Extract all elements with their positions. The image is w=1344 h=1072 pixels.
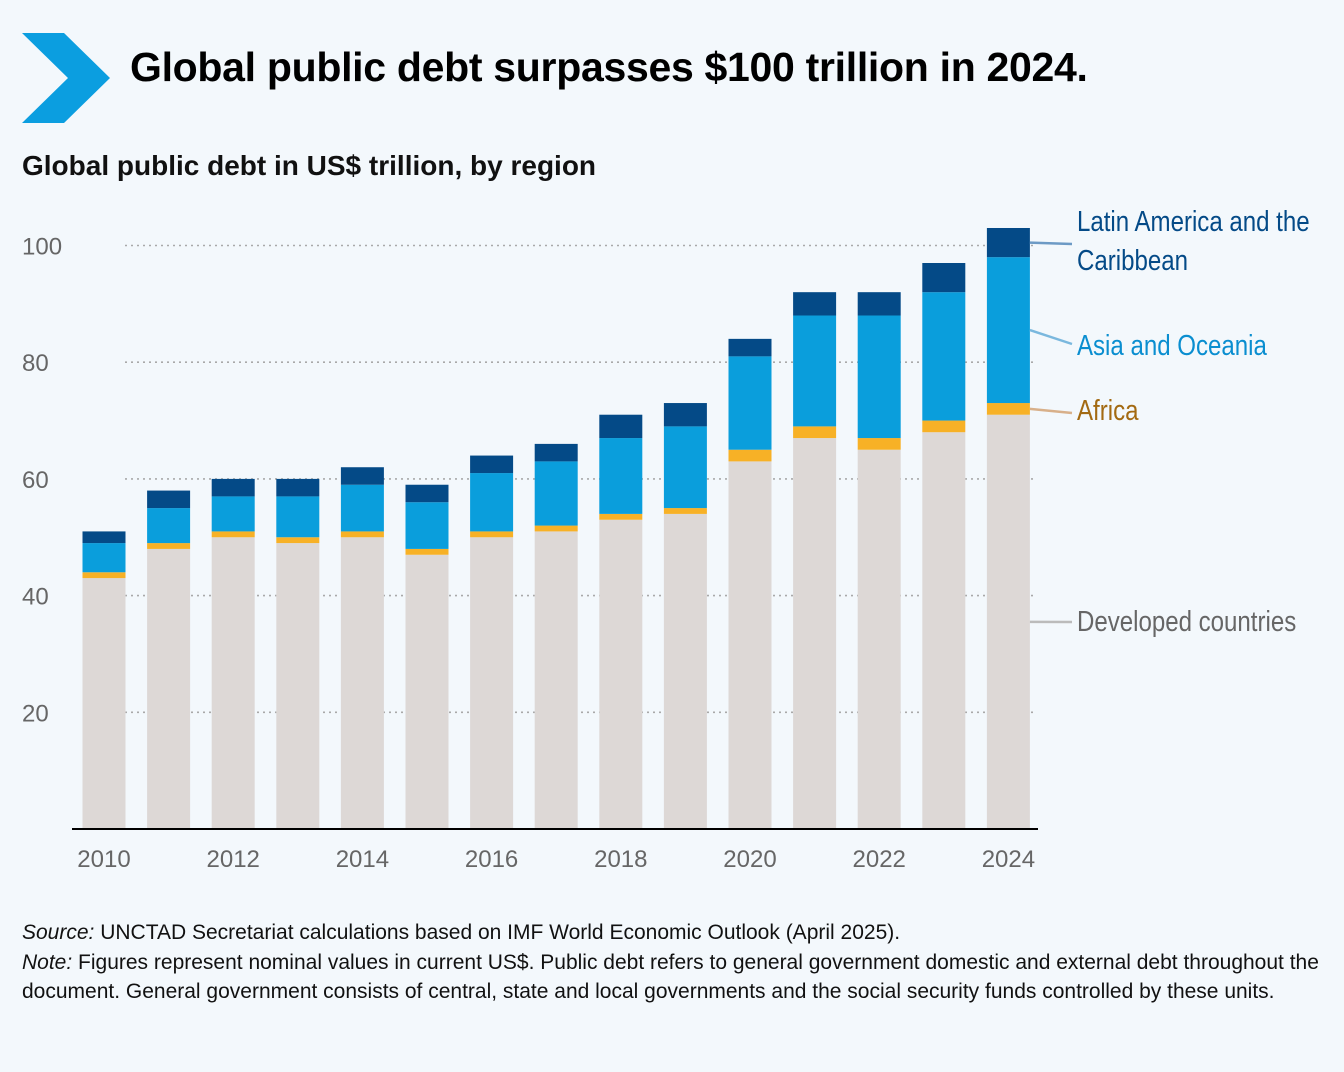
bar-2024-asia-and-oceania [986,257,1030,404]
axes: 20 40 60 80 100 2010 2012 2014 2016 2018 2020 2022 2… [22,234,1038,873]
methodology-note: Note: Figures represent nominal values i… [22,948,1322,1007]
bar-2013-asia-and-oceania [276,496,320,538]
bar-2014-asia-and-oceania [340,484,384,532]
bar-2013-africa [276,537,320,544]
bar-2011-developed-countries [147,548,191,829]
bar-2015-africa [405,548,449,555]
legend-leader-africa [1029,407,1073,415]
bar-2017-africa [534,525,578,532]
x-tick-label-2018: 2018 [594,846,647,873]
bar-2015-asia-and-oceania [405,502,449,549]
bar-2023-africa [922,420,966,433]
legend: Latin America and the Caribbean Asia and O… [1029,205,1310,638]
bar-2019-asia-and-oceania [663,426,707,509]
legend-label-latin-america-and-the-caribbean-line2: Caribbean [1077,244,1188,277]
y-tick-label-20: 20 [22,700,49,727]
bar-2020-asia-and-oceania [728,356,772,450]
bar-2011-africa [147,543,191,549]
bar-2019-africa [663,508,707,514]
legend-leader-latin-america-and-the-caribbean [1029,241,1073,246]
bar-2011-asia-and-oceania [147,508,191,544]
bar-2014-africa [340,531,384,538]
bar-2016-developed-countries [470,537,514,829]
bar-2022-asia-and-oceania [857,315,901,439]
bar-2012-latin-america-and-the-caribbean [211,478,255,497]
bar-2020-latin-america-and-the-caribbean [728,338,772,357]
x-tick-label-2016: 2016 [465,846,518,873]
bar-2018-africa [599,513,643,520]
y-tick-label-40: 40 [22,584,49,611]
note-text: Figures represent nominal values in curr… [22,950,1319,1004]
bar-2017-latin-america-and-the-caribbean [534,443,578,462]
note-label: Note: [22,950,73,974]
bar-2023-asia-and-oceania [922,292,966,421]
source-label: Source: [22,921,95,944]
bar-2021-asia-and-oceania [793,315,837,427]
bar-2022-africa [857,438,901,450]
legend-label-asia-and-oceania: Asia and Oceania [1077,329,1267,362]
chevron-right-icon [22,33,110,123]
page-title: Global public debt surpasses $100 trilli… [130,44,1088,90]
bar-2019-latin-america-and-the-caribbean [663,403,707,427]
bar-2021-africa [793,426,837,439]
legend-label-developed-countries: Developed countries [1077,605,1296,638]
bar-2024-developed-countries [986,414,1030,829]
source-text: UNCTAD Secretariat calculations based on… [94,921,901,944]
bar-2017-asia-and-oceania [534,461,578,526]
header: Global public debt surpasses $100 trilli… [0,0,1344,140]
legend-label-africa: Africa [1077,394,1139,427]
bar-2016-asia-and-oceania [470,473,514,532]
bar-2016-latin-america-and-the-caribbean [470,455,514,474]
bar-2010-latin-america-and-the-caribbean [82,531,126,544]
bar-2012-africa [211,531,255,538]
bar-2015-latin-america-and-the-caribbean [405,484,449,503]
bar-2022-developed-countries [857,449,901,829]
bar-2017-developed-countries [534,531,578,829]
bar-2012-developed-countries [211,537,255,829]
x-tick-label-2010: 2010 [77,846,130,873]
bar-2018-developed-countries [599,519,643,829]
legend-label-latin-america-and-the-caribbean-line1: Latin America and the [1077,205,1310,238]
bar-2014-latin-america-and-the-caribbean [340,467,384,485]
x-tick-label-2014: 2014 [336,846,389,873]
bar-2023-developed-countries [922,432,966,829]
bar-2011-latin-america-and-the-caribbean [147,490,191,509]
bars [82,227,1030,829]
bar-2010-developed-countries [82,578,126,829]
bar-2022-latin-america-and-the-caribbean [857,292,901,316]
chart-notes: Source: UNCTAD Secretariat calculations … [22,918,1322,1007]
bar-2015-developed-countries [405,554,449,829]
y-tick-label-80: 80 [22,350,49,377]
y-tick-label-60: 60 [22,467,49,494]
chart-subtitle: Global public debt in US$ trillion, by r… [22,150,597,181]
bar-2021-developed-countries [793,438,837,829]
bar-2013-developed-countries [276,543,320,829]
bar-2023-latin-america-and-the-caribbean [922,263,966,293]
bar-2020-developed-countries [728,461,772,829]
bar-2014-developed-countries [340,537,384,829]
bar-2012-asia-and-oceania [211,496,255,532]
bar-2024-africa [986,403,1030,415]
bar-2020-africa [728,449,772,462]
x-tick-label-2024: 2024 [982,846,1035,873]
bar-2010-africa [82,572,126,579]
bar-2024-latin-america-and-the-caribbean [986,227,1030,258]
bar-2019-developed-countries [663,513,707,829]
bar-2021-latin-america-and-the-caribbean [793,292,837,316]
source-note: Source: UNCTAD Secretariat calculations … [22,918,1322,948]
stacked-bar-chart: 20 40 60 80 100 2010 2012 2014 2016 2018 2020 2022 2… [22,205,1310,873]
x-tick-label-2022: 2022 [853,846,906,873]
legend-leader-asia-and-oceania [1029,328,1073,346]
bar-2010-asia-and-oceania [82,543,126,573]
x-tick-label-2020: 2020 [723,846,776,873]
bar-2013-latin-america-and-the-caribbean [276,478,320,497]
y-tick-label-100: 100 [22,234,62,261]
x-tick-label-2012: 2012 [207,846,260,873]
bar-2018-asia-and-oceania [599,438,643,514]
bar-2016-africa [470,531,514,538]
bar-2018-latin-america-and-the-caribbean [599,414,643,439]
